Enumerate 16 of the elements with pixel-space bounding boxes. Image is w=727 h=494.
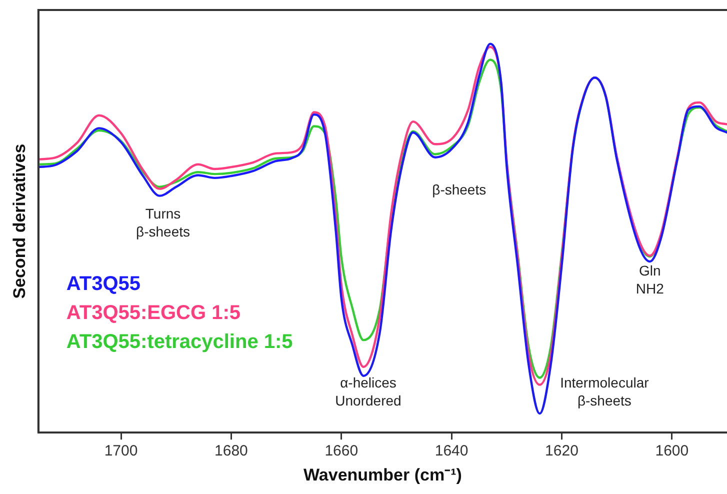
x-tick-label: 1700 <box>104 442 138 460</box>
text: AT3Q55:tetracycline 1:5 <box>66 331 293 354</box>
x-tick-label: 1620 <box>545 442 578 460</box>
annotation: β-sheets <box>432 182 486 198</box>
text: AT3Q55:EGCG 1:5 <box>66 302 241 324</box>
x-tick-label: 1680 <box>214 442 248 460</box>
annotation: Intermolecular β-sheets <box>560 374 650 409</box>
annotation: α-helices Unordered <box>335 374 402 409</box>
text: AT3Q55 <box>66 273 141 296</box>
annotation: Turns β-sheets <box>136 206 190 240</box>
x-tick-label: 1640 <box>434 442 468 460</box>
annotation: Gln NH2 <box>636 262 664 296</box>
x-tick-label: 1660 <box>324 442 358 460</box>
x-tick-label: 1600 <box>655 442 689 460</box>
y-axis-title: Second derivatives <box>10 144 29 299</box>
x-axis-title: Wavenumber (cm⁻¹) <box>303 465 462 484</box>
